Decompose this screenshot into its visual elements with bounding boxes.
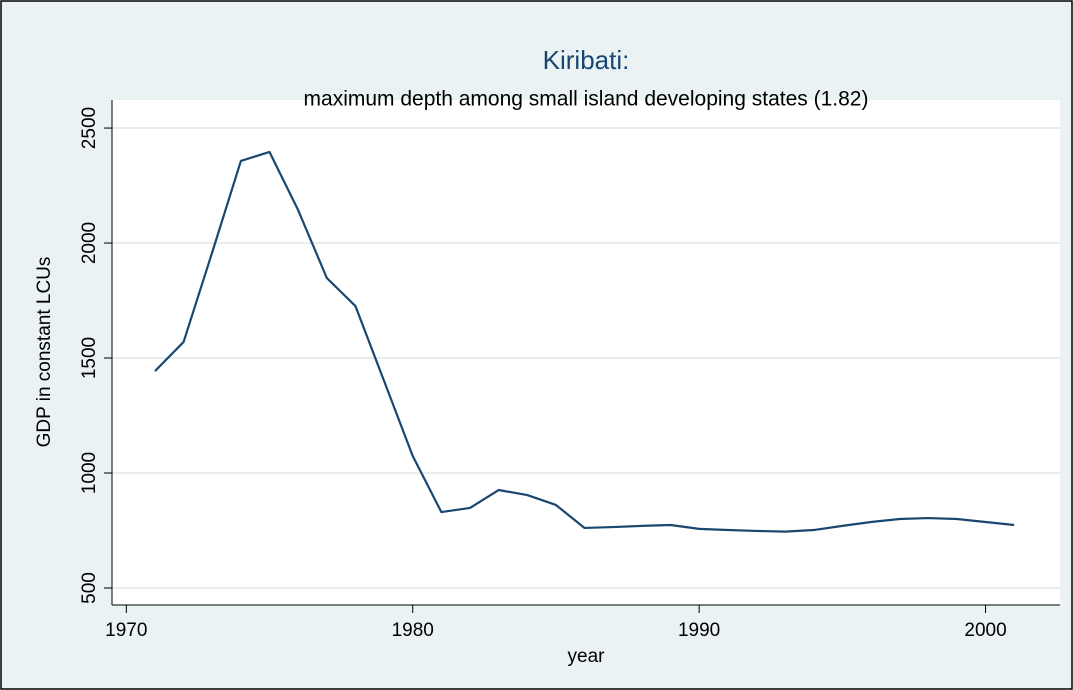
x-tick-label: 1970 [105,620,147,641]
y-tick-label: 1000 [79,452,100,494]
chart-title: Kiribati: [543,45,630,75]
y-tick-label: 500 [79,572,100,604]
x-tick-label: 2000 [964,620,1006,641]
x-tick-label: 1980 [392,620,434,641]
plot-area [112,100,1060,605]
y-tick-label: 1500 [79,337,100,379]
y-tick-label: 2500 [79,107,100,149]
y-axis-label: GDP in constant LCUs [34,257,55,448]
x-axis-label: year [568,646,606,667]
chart-subtitle: maximum depth among small island develop… [304,88,869,111]
line-series [154,150,1015,533]
x-tick-label: 1990 [678,620,720,641]
y-tick-label: 2000 [79,222,100,264]
